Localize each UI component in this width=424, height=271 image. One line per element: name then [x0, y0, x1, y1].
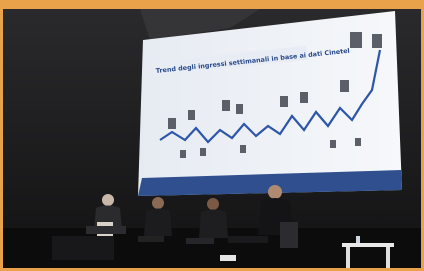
- low-table: [52, 236, 114, 260]
- photo: Trend degli ingressi settimanali in base…: [0, 0, 424, 271]
- page: Trend degli ingressi settimanali in base…: [0, 0, 424, 271]
